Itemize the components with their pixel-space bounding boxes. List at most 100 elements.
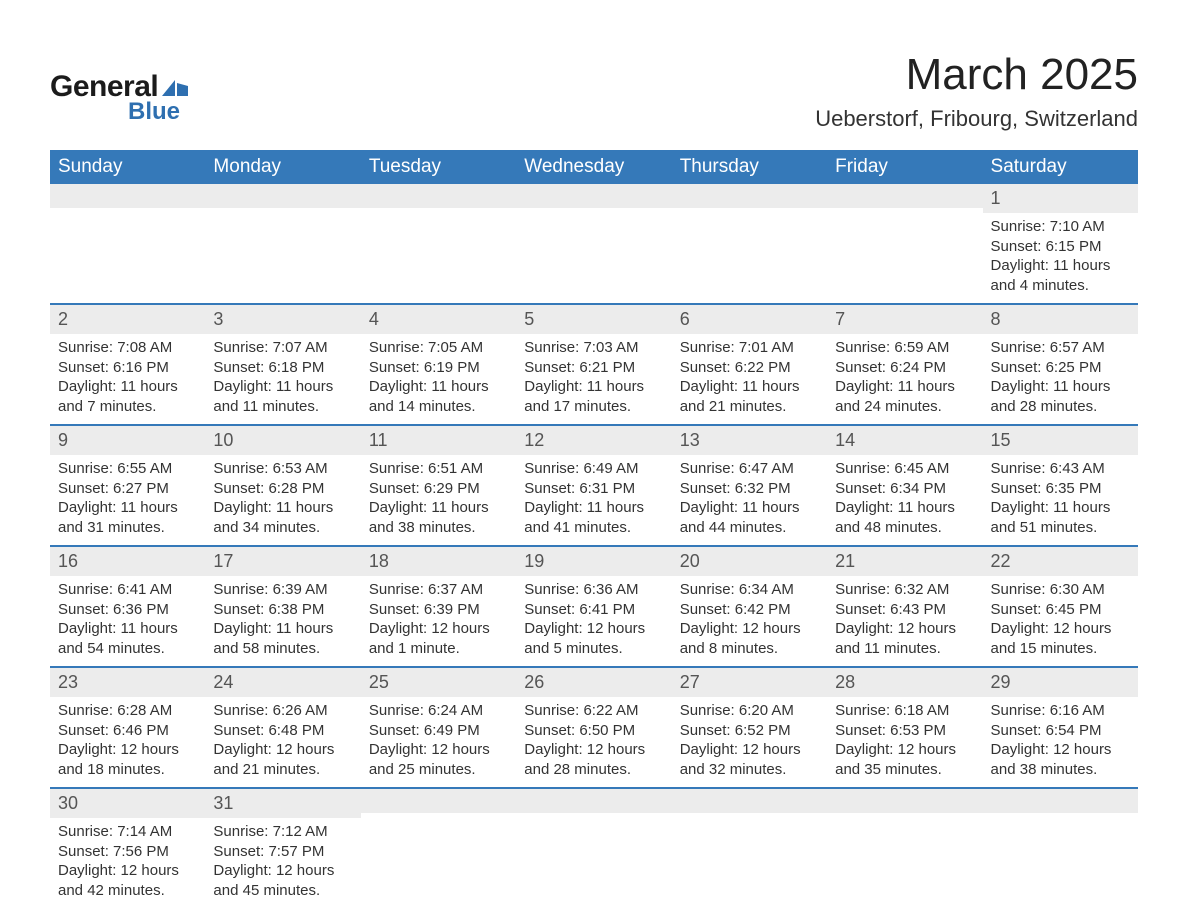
day-body <box>205 208 360 278</box>
calendar-cell: 6Sunrise: 7:01 AMSunset: 6:22 PMDaylight… <box>672 304 827 425</box>
sunset-label: Sunset: <box>213 601 264 618</box>
sunset-value: 6:25 PM <box>1046 359 1102 376</box>
day-number: 20 <box>672 547 827 576</box>
daylight-label: Daylight: <box>835 741 893 758</box>
sunrise-value: 7:08 AM <box>117 339 172 356</box>
sunrise-line: Sunrise: 6:57 AM <box>991 338 1130 358</box>
daylight-label: Daylight: <box>524 741 582 758</box>
day-number: 18 <box>361 547 516 576</box>
sunset-value: 6:49 PM <box>424 722 480 739</box>
day-body: Sunrise: 7:03 AMSunset: 6:21 PMDaylight:… <box>516 334 671 424</box>
sunrise-line: Sunrise: 6:41 AM <box>58 580 197 600</box>
day-body <box>672 208 827 278</box>
sunrise-line: Sunrise: 6:43 AM <box>991 459 1130 479</box>
sunrise-label: Sunrise: <box>213 339 268 356</box>
day-number: 22 <box>983 547 1138 576</box>
day-body: Sunrise: 6:30 AMSunset: 6:45 PMDaylight:… <box>983 576 1138 666</box>
daylight-label: Daylight: <box>213 741 271 758</box>
daylight-label: Daylight: <box>991 378 1049 395</box>
daylight-label: Daylight: <box>58 741 116 758</box>
day-number: 10 <box>205 426 360 455</box>
sunset-line: Sunset: 6:49 PM <box>369 721 508 741</box>
sunset-label: Sunset: <box>680 722 731 739</box>
sunset-value: 6:32 PM <box>735 480 791 497</box>
daylight-label: Daylight: <box>680 378 738 395</box>
sunset-label: Sunset: <box>524 722 575 739</box>
day-body: Sunrise: 6:39 AMSunset: 6:38 PMDaylight:… <box>205 576 360 666</box>
sunrise-line: Sunrise: 7:14 AM <box>58 822 197 842</box>
sunrise-value: 6:47 AM <box>739 460 794 477</box>
daylight-line: Daylight: 12 hours and 8 minutes. <box>680 619 819 658</box>
daylight-line: Daylight: 12 hours and 18 minutes. <box>58 740 197 779</box>
sunrise-value: 6:57 AM <box>1050 339 1105 356</box>
sunset-value: 6:15 PM <box>1046 238 1102 255</box>
daylight-line: Daylight: 11 hours and 54 minutes. <box>58 619 197 658</box>
sunset-line: Sunset: 6:29 PM <box>369 479 508 499</box>
sunrise-line: Sunrise: 6:49 AM <box>524 459 663 479</box>
sunrise-label: Sunrise: <box>58 702 113 719</box>
sunrise-line: Sunrise: 6:39 AM <box>213 580 352 600</box>
daylight-line: Daylight: 11 hours and 41 minutes. <box>524 498 663 537</box>
sunset-line: Sunset: 6:22 PM <box>680 358 819 378</box>
daylight-line: Daylight: 12 hours and 32 minutes. <box>680 740 819 779</box>
sunrise-line: Sunrise: 6:26 AM <box>213 701 352 721</box>
sunset-value: 6:39 PM <box>424 601 480 618</box>
sunset-line: Sunset: 6:38 PM <box>213 600 352 620</box>
sunrise-value: 6:34 AM <box>739 581 794 598</box>
day-number <box>50 184 205 208</box>
sunrise-value: 7:12 AM <box>273 823 328 840</box>
sunrise-line: Sunrise: 6:37 AM <box>369 580 508 600</box>
calendar-cell: 4Sunrise: 7:05 AMSunset: 6:19 PMDaylight… <box>361 304 516 425</box>
daylight-line: Daylight: 11 hours and 58 minutes. <box>213 619 352 658</box>
sunset-line: Sunset: 6:42 PM <box>680 600 819 620</box>
sunset-value: 7:56 PM <box>113 843 169 860</box>
sunrise-line: Sunrise: 7:01 AM <box>680 338 819 358</box>
sunrise-label: Sunrise: <box>524 702 579 719</box>
day-body <box>672 813 827 883</box>
calendar-cell: 29Sunrise: 6:16 AMSunset: 6:54 PMDayligh… <box>983 667 1138 788</box>
day-number: 26 <box>516 668 671 697</box>
calendar-cell: 7Sunrise: 6:59 AMSunset: 6:24 PMDaylight… <box>827 304 982 425</box>
day-number: 3 <box>205 305 360 334</box>
sunrise-label: Sunrise: <box>991 581 1046 598</box>
sunset-value: 6:53 PM <box>890 722 946 739</box>
daylight-line: Daylight: 12 hours and 35 minutes. <box>835 740 974 779</box>
sunset-value: 6:16 PM <box>113 359 169 376</box>
day-number: 9 <box>50 426 205 455</box>
sunset-label: Sunset: <box>524 480 575 497</box>
sunrise-value: 6:43 AM <box>1050 460 1105 477</box>
sunset-label: Sunset: <box>369 359 420 376</box>
day-body: Sunrise: 6:16 AMSunset: 6:54 PMDaylight:… <box>983 697 1138 787</box>
sunset-label: Sunset: <box>835 722 886 739</box>
sunset-line: Sunset: 7:57 PM <box>213 842 352 862</box>
calendar-cell: 30Sunrise: 7:14 AMSunset: 7:56 PMDayligh… <box>50 788 205 908</box>
dayhead-thu: Thursday <box>672 150 827 184</box>
calendar-cell: 12Sunrise: 6:49 AMSunset: 6:31 PMDayligh… <box>516 425 671 546</box>
sunset-label: Sunset: <box>213 359 264 376</box>
sunrise-value: 6:41 AM <box>117 581 172 598</box>
sunrise-label: Sunrise: <box>680 339 735 356</box>
daylight-line: Daylight: 12 hours and 21 minutes. <box>213 740 352 779</box>
calendar-cell: 17Sunrise: 6:39 AMSunset: 6:38 PMDayligh… <box>205 546 360 667</box>
daylight-line: Daylight: 12 hours and 11 minutes. <box>835 619 974 658</box>
daylight-line: Daylight: 11 hours and 17 minutes. <box>524 377 663 416</box>
sunrise-line: Sunrise: 7:10 AM <box>991 217 1130 237</box>
sunset-line: Sunset: 6:19 PM <box>369 358 508 378</box>
day-body <box>516 208 671 278</box>
sunrise-value: 6:51 AM <box>428 460 483 477</box>
sunset-line: Sunset: 6:50 PM <box>524 721 663 741</box>
sunrise-line: Sunrise: 6:22 AM <box>524 701 663 721</box>
sunset-line: Sunset: 6:24 PM <box>835 358 974 378</box>
sunrise-line: Sunrise: 6:51 AM <box>369 459 508 479</box>
sunrise-label: Sunrise: <box>991 460 1046 477</box>
sunrise-label: Sunrise: <box>991 702 1046 719</box>
day-body <box>50 208 205 278</box>
day-number <box>516 789 671 813</box>
sunrise-label: Sunrise: <box>58 339 113 356</box>
calendar-cell: 3Sunrise: 7:07 AMSunset: 6:18 PMDaylight… <box>205 304 360 425</box>
sunrise-value: 7:01 AM <box>739 339 794 356</box>
sunset-value: 6:35 PM <box>1046 480 1102 497</box>
day-number: 1 <box>983 184 1138 213</box>
daylight-line: Daylight: 11 hours and 11 minutes. <box>213 377 352 416</box>
sunrise-line: Sunrise: 6:47 AM <box>680 459 819 479</box>
